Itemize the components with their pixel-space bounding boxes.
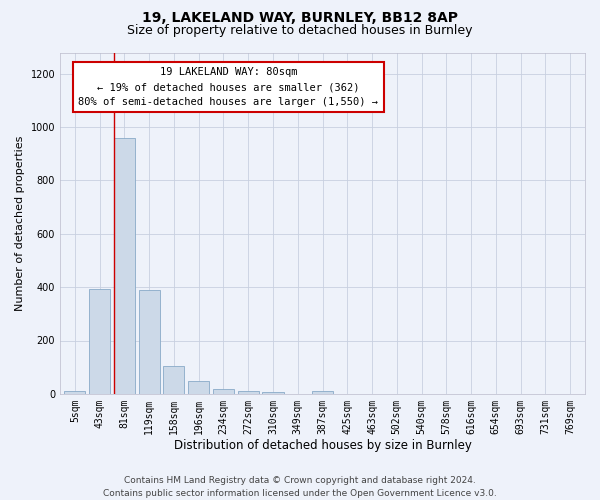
Text: Size of property relative to detached houses in Burnley: Size of property relative to detached ho…	[127, 24, 473, 37]
Text: 19 LAKELAND WAY: 80sqm
← 19% of detached houses are smaller (362)
80% of semi-de: 19 LAKELAND WAY: 80sqm ← 19% of detached…	[79, 68, 379, 107]
Bar	[139, 290, 160, 394]
X-axis label: Distribution of detached houses by size in Burnley: Distribution of detached houses by size …	[173, 440, 472, 452]
Text: Contains HM Land Registry data © Crown copyright and database right 2024.
Contai: Contains HM Land Registry data © Crown c…	[103, 476, 497, 498]
Bar	[262, 392, 284, 394]
Bar	[213, 388, 234, 394]
Bar	[114, 138, 135, 394]
Bar	[188, 381, 209, 394]
Bar	[89, 288, 110, 394]
Bar	[163, 366, 184, 394]
Text: 19, LAKELAND WAY, BURNLEY, BB12 8AP: 19, LAKELAND WAY, BURNLEY, BB12 8AP	[142, 11, 458, 25]
Bar	[238, 390, 259, 394]
Y-axis label: Number of detached properties: Number of detached properties	[15, 136, 25, 311]
Bar	[64, 391, 85, 394]
Bar	[312, 391, 333, 394]
